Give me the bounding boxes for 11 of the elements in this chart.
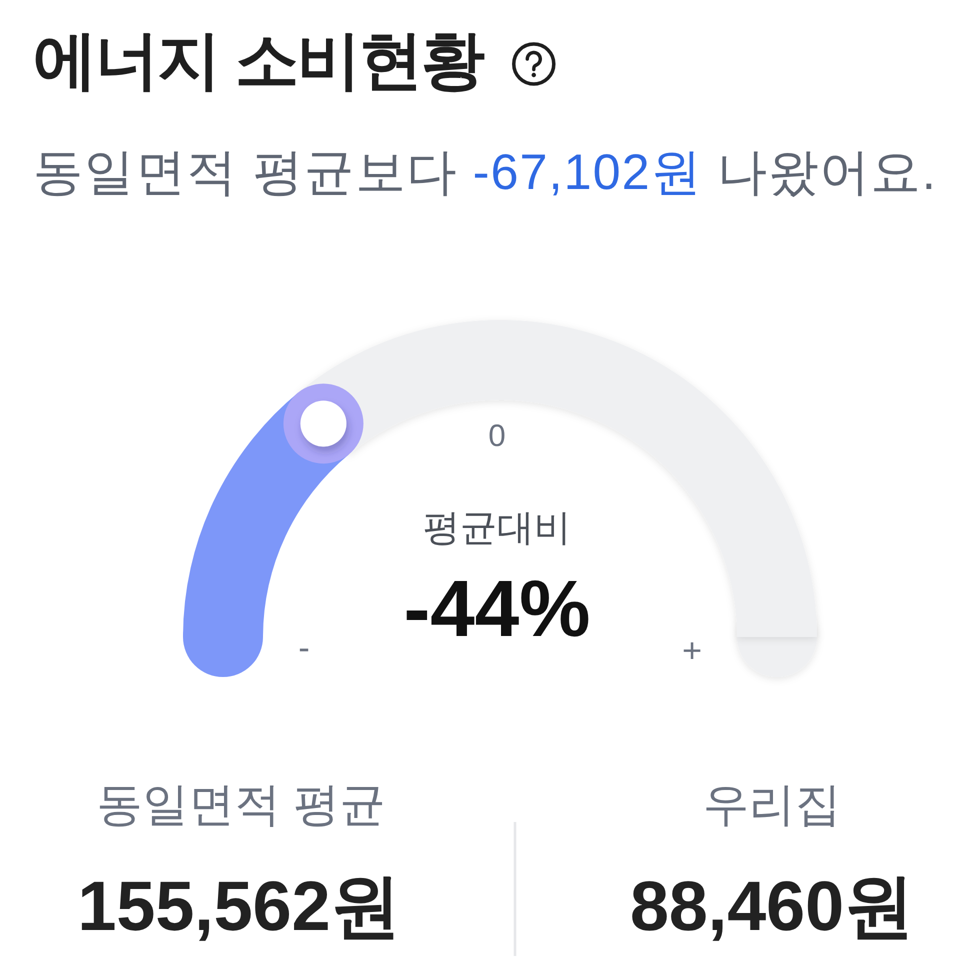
chart-subtitle: 동일면적 평균보다 -67,102원 나왔어요. bbox=[33, 144, 937, 200]
chart-title: 에너지 소비현황 bbox=[33, 24, 485, 96]
text: 88,460원 bbox=[630, 867, 914, 945]
text: + bbox=[682, 632, 702, 670]
text: -44% bbox=[404, 564, 590, 653]
text: - bbox=[298, 629, 310, 667]
text: 155,562원 bbox=[77, 867, 401, 945]
text: 동일면적 평균 bbox=[96, 778, 386, 830]
text: 0 bbox=[488, 418, 506, 453]
text: 우리집 bbox=[703, 778, 841, 830]
text: 평균대비 bbox=[423, 507, 571, 548]
